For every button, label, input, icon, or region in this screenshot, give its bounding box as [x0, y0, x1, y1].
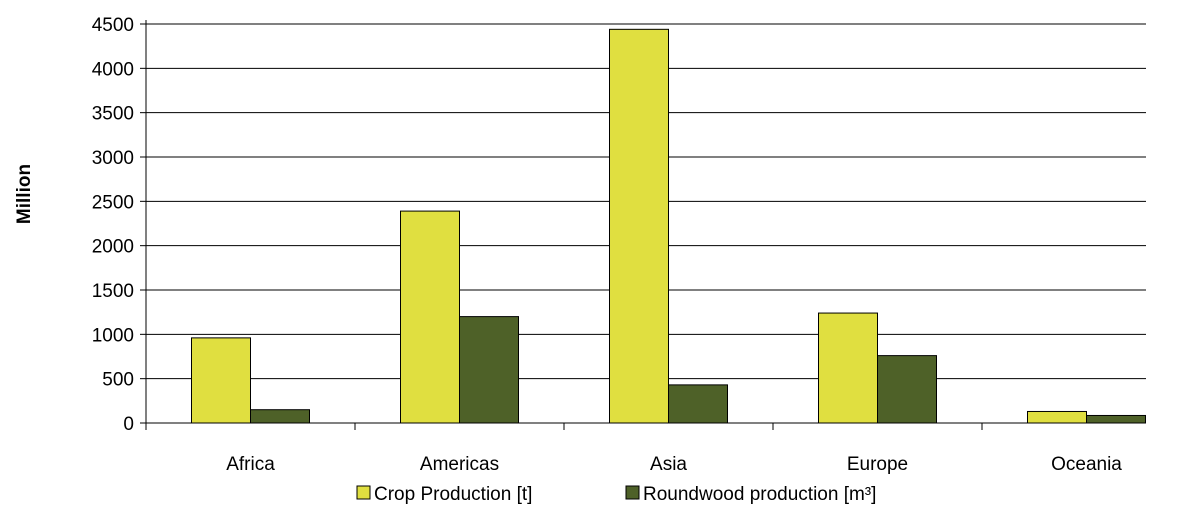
legend-label: Crop Production [t]	[374, 484, 532, 505]
x-tick-label: Asia	[650, 454, 687, 475]
x-tick-label: Europe	[847, 454, 908, 475]
x-tick-label: Africa	[226, 454, 275, 475]
y-axis-label: Million	[14, 164, 35, 224]
bar-crop-asia	[609, 28, 669, 424]
bars	[191, 28, 1146, 424]
y-tick-label: 500	[102, 370, 134, 391]
bar-roundwood-asia	[668, 384, 728, 424]
x-tick-label: Americas	[420, 454, 499, 475]
y-tick-label: 1000	[92, 325, 134, 346]
axes	[140, 20, 1146, 430]
y-tick-label: 2500	[92, 192, 134, 213]
y-tick-label: 3000	[92, 148, 134, 169]
bar-roundwood-oceania	[1086, 414, 1146, 424]
legend: Crop Production [t] Roundwood production …	[356, 484, 876, 505]
y-tick-label: 0	[123, 414, 134, 435]
y-tick-label: 4000	[92, 59, 134, 80]
legend-label: Roundwood production [m³]	[643, 484, 876, 505]
bar-crop-oceania	[1027, 410, 1087, 424]
legend-swatch	[625, 485, 640, 500]
bar-roundwood-africa	[250, 409, 310, 424]
bar-crop-africa	[191, 337, 251, 424]
bar-crop-americas	[400, 210, 460, 424]
y-tick-labels: 0 500 1000 1500 2000 2500 3000 3500 4000 4500	[92, 15, 134, 435]
x-tick-label: Oceania	[1051, 454, 1122, 475]
x-tick-labels: Africa Americas Asia Europe Oceania	[226, 454, 1122, 475]
y-tick-label: 4500	[92, 15, 134, 36]
legend-swatch	[356, 485, 371, 500]
y-tick-label: 1500	[92, 281, 134, 302]
y-tick-label: 3500	[92, 104, 134, 125]
bar-crop-europe	[818, 312, 878, 424]
y-tick-label: 2000	[92, 237, 134, 258]
bar-roundwood-europe	[877, 355, 937, 424]
bar-roundwood-americas	[459, 316, 519, 424]
